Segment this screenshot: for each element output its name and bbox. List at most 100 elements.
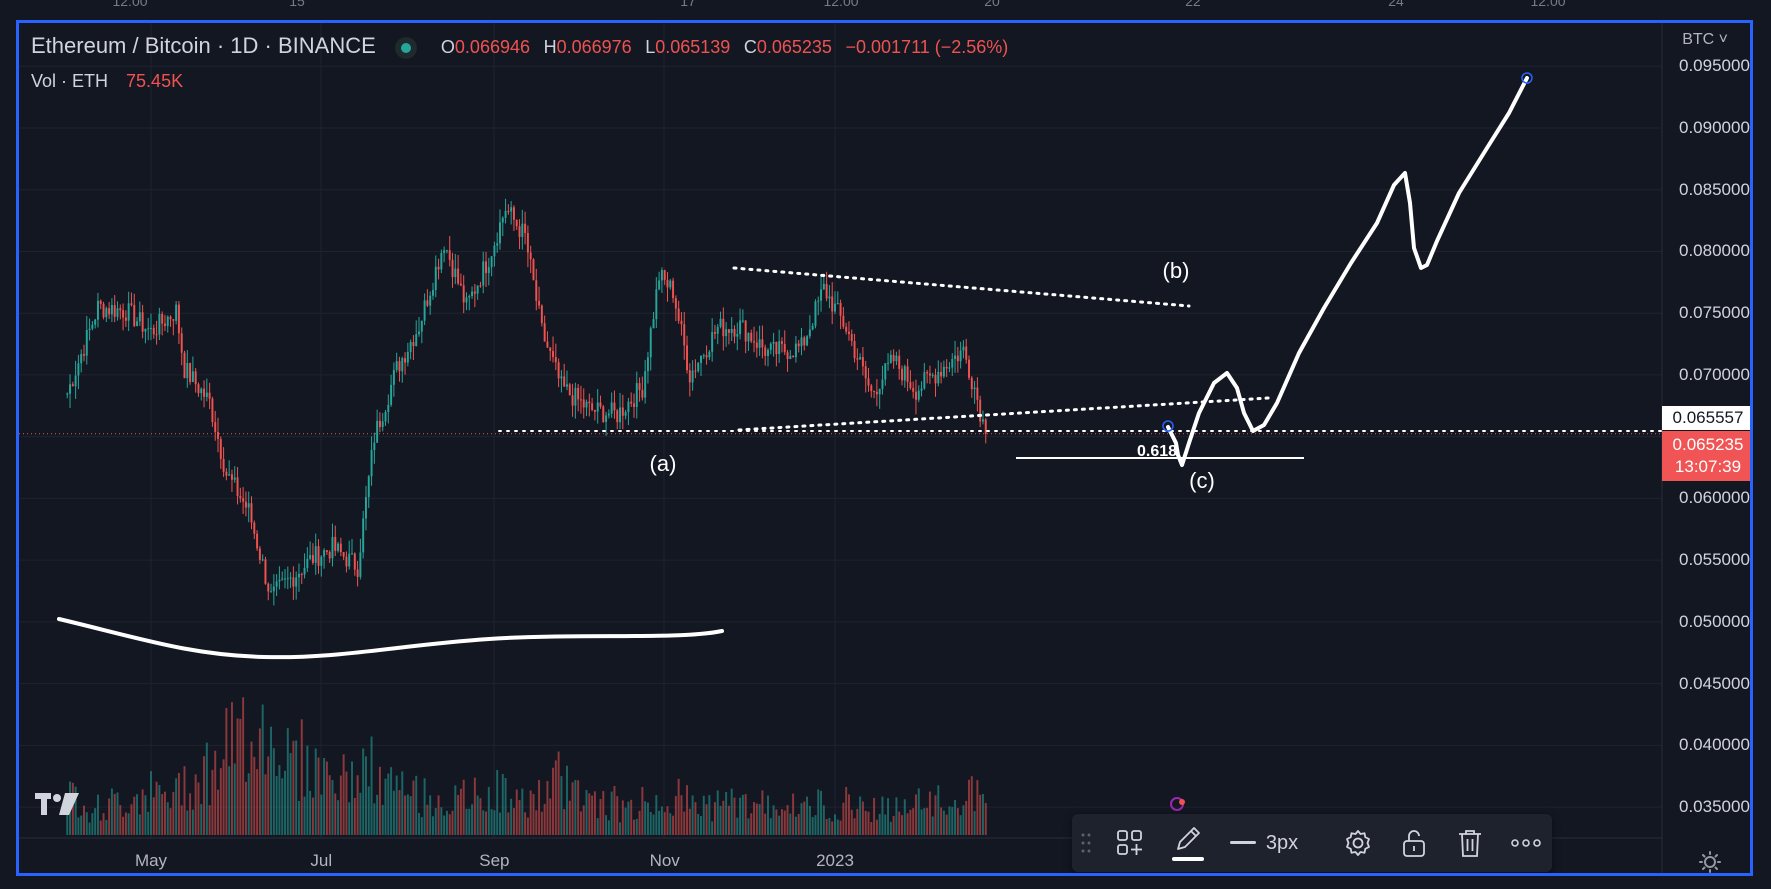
more-icon[interactable] xyxy=(1506,814,1546,872)
candle xyxy=(825,271,828,302)
drawings[interactable] xyxy=(57,72,1663,811)
line-color-button[interactable] xyxy=(1166,814,1210,872)
volume-bar xyxy=(250,741,253,835)
candle-body xyxy=(641,389,644,398)
candle-body xyxy=(415,334,418,347)
last-price-value: 0.065235 xyxy=(1672,435,1744,454)
volume-bar xyxy=(445,810,448,835)
candle-body xyxy=(323,550,326,557)
template-icon[interactable] xyxy=(1110,814,1150,872)
trash-icon[interactable] xyxy=(1450,814,1490,872)
volume-bar xyxy=(345,771,348,835)
symbol-title[interactable]: Ethereum / Bitcoin · 1D · BINANCE xyxy=(31,33,376,58)
candle xyxy=(887,353,890,371)
candle xyxy=(806,334,809,347)
volume-bar xyxy=(688,808,691,835)
candle-body xyxy=(105,308,108,318)
volume-bar xyxy=(956,808,959,835)
chart-canvas[interactable] xyxy=(19,23,1750,873)
candle-body xyxy=(437,266,440,270)
market-status-icon[interactable] xyxy=(395,36,418,59)
candle xyxy=(381,413,384,432)
candle xyxy=(942,360,945,379)
bar-countdown: 13:07:39 xyxy=(1674,457,1742,476)
volume-bar xyxy=(954,799,957,835)
currency-button[interactable]: BTC ˅ xyxy=(1682,31,1728,48)
projected-path-drawing[interactable] xyxy=(1166,76,1529,467)
candle-body xyxy=(183,352,186,379)
volume-bar xyxy=(286,728,289,835)
candle xyxy=(431,282,434,300)
lower-trendline[interactable] xyxy=(737,396,1271,432)
gear-icon[interactable] xyxy=(1338,814,1378,872)
candle-body xyxy=(473,291,476,294)
candle xyxy=(708,349,711,360)
upper-trendline[interactable] xyxy=(732,266,1191,308)
candle-body xyxy=(593,409,596,412)
candle xyxy=(440,249,443,274)
rounded-bottom-drawing[interactable] xyxy=(57,617,724,660)
unlock-icon[interactable] xyxy=(1394,814,1434,872)
candle-body xyxy=(722,318,725,337)
volume-bar xyxy=(437,795,440,835)
candle-body xyxy=(864,366,867,379)
candle-body xyxy=(853,341,856,359)
volume-bars xyxy=(66,697,987,835)
candle xyxy=(903,364,906,388)
volume-bar xyxy=(325,761,328,835)
volume-bar xyxy=(485,811,487,835)
volume-bar xyxy=(794,816,797,835)
candle-body xyxy=(99,300,102,304)
sun-icon[interactable] xyxy=(1699,851,1721,873)
candle-body xyxy=(979,399,982,422)
candle-body xyxy=(836,302,839,304)
candle xyxy=(602,404,605,423)
volume-bar xyxy=(552,767,555,835)
volume-bar xyxy=(649,812,652,835)
volume-bar xyxy=(834,814,836,835)
volume-bar xyxy=(356,775,359,835)
volume-bar xyxy=(373,803,376,835)
candle-body xyxy=(942,366,945,377)
candle xyxy=(83,344,85,362)
candle xyxy=(250,496,253,530)
anchor-point-start[interactable] xyxy=(1162,420,1174,432)
anchor-point-end[interactable] xyxy=(1521,72,1533,84)
candle xyxy=(694,359,697,379)
candle-body xyxy=(172,319,175,321)
volume-bar xyxy=(122,816,125,835)
candle-body xyxy=(230,474,233,480)
candle xyxy=(775,341,778,367)
candle-body xyxy=(970,377,973,390)
top-axis-label: 17 xyxy=(680,0,696,9)
candle-body xyxy=(163,323,166,326)
candle-body xyxy=(554,357,557,363)
volume-bar xyxy=(504,778,507,835)
candle-body xyxy=(155,334,158,336)
candle xyxy=(225,468,228,481)
volume-bar xyxy=(110,788,113,835)
drag-handle-icon[interactable] xyxy=(1076,814,1096,872)
last-price-tag: 0.065235 13:07:39 xyxy=(1662,431,1750,481)
candle xyxy=(387,394,390,424)
volume-bar xyxy=(577,780,580,835)
candle-body xyxy=(588,401,591,404)
volume-bar xyxy=(376,794,379,835)
candle xyxy=(937,360,940,387)
candle-body xyxy=(764,347,767,356)
candle xyxy=(166,315,169,333)
candle-body xyxy=(499,222,501,244)
candle-body xyxy=(666,279,669,288)
tradingview-logo-icon[interactable] xyxy=(35,791,81,822)
candle-body xyxy=(381,421,384,428)
chart-frame[interactable]: Ethereum / Bitcoin · 1D · BINANCE O0.066… xyxy=(16,20,1753,876)
candle xyxy=(864,360,867,393)
line-thickness-button[interactable]: 3px xyxy=(1222,814,1306,872)
volume-bar xyxy=(560,776,563,835)
candle xyxy=(554,343,557,371)
volume-bar xyxy=(222,759,225,835)
volume-bar xyxy=(792,793,795,835)
candle-body xyxy=(512,207,515,220)
candle-body xyxy=(976,387,979,400)
candle xyxy=(144,328,147,344)
